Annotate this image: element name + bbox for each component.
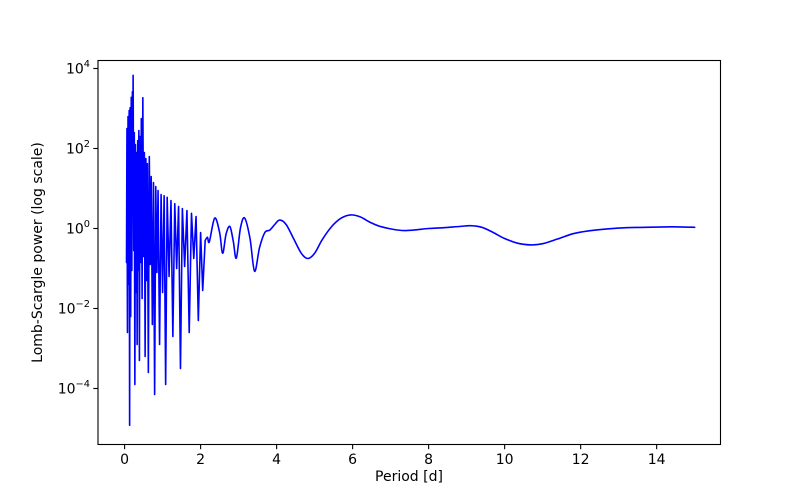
y-tick-label: 102 (66, 139, 90, 158)
x-tick-label: 2 (196, 452, 205, 468)
y-tick-label: 104 (66, 59, 90, 78)
x-tick-label: 12 (572, 452, 590, 468)
x-tick-label: 10 (496, 452, 514, 468)
x-axis-label: Period [d] (375, 469, 443, 485)
x-tick-label: 6 (348, 452, 357, 468)
x-tick-label: 14 (648, 452, 666, 468)
axes: 0 2 4 6 8 10 12 14 104 102 100 10−2 10−4 (58, 59, 666, 468)
plot-frame (97, 59, 722, 446)
y-tick-label: 100 (66, 219, 90, 238)
power-curve (125, 74, 696, 427)
y-axis-label: Lomb-Scargle power (log scale) (30, 142, 46, 363)
x-tick-label: 0 (120, 452, 129, 468)
y-tick-label: 10−4 (58, 379, 90, 398)
x-tick-label: 8 (424, 452, 433, 468)
y-tick-label: 10−2 (58, 299, 90, 318)
x-tick-label: 4 (272, 452, 281, 468)
